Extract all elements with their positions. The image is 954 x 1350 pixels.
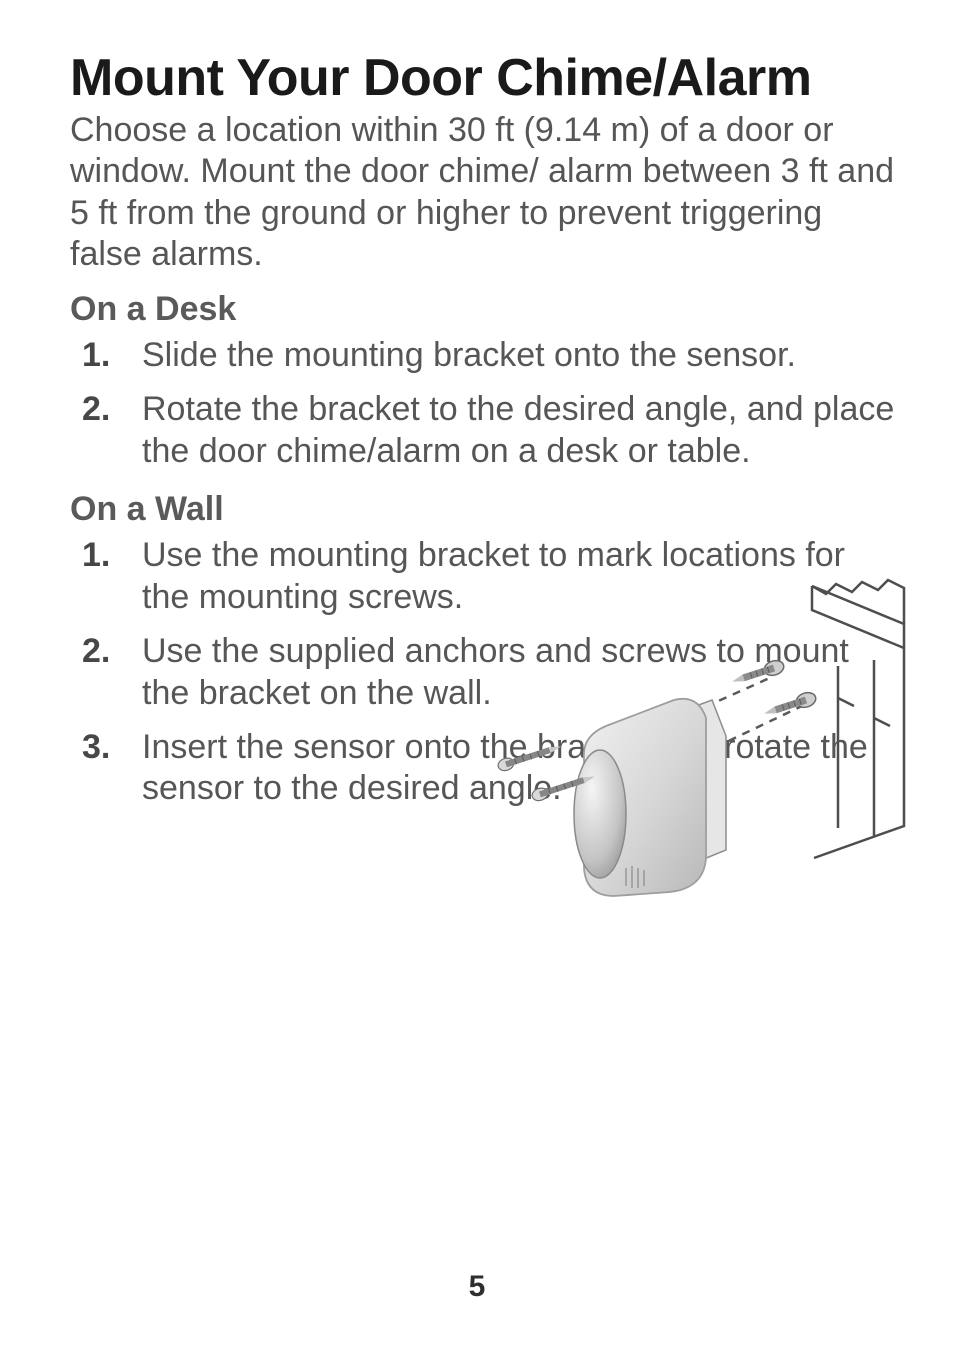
page-title: Mount Your Door Chime/Alarm: [70, 48, 898, 108]
wall-heading: On a Wall: [70, 490, 898, 529]
list-item: 2. Use the supplied anchors and screws t…: [70, 631, 898, 715]
page-number: 5: [0, 1270, 954, 1304]
desk-heading: On a Desk: [70, 290, 898, 329]
step-text: Rotate the bracket to the desired angle,…: [142, 390, 894, 470]
intro-paragraph: Choose a location within 30 ft (9.14 m) …: [70, 110, 898, 276]
step-number: 2.: [82, 631, 110, 673]
step-text: Use the supplied anchors and screws to m…: [142, 632, 849, 712]
manual-page: Mount Your Door Chime/Alarm Choose a loc…: [0, 0, 954, 1350]
list-item: 1. Use the mounting bracket to mark loca…: [70, 535, 898, 619]
step-number: 3.: [82, 727, 110, 769]
step-number: 2.: [82, 389, 110, 431]
step-number: 1.: [82, 335, 110, 377]
wall-section: On a Wall 1. Use the mounting bracket to…: [70, 490, 898, 810]
list-item: 2. Rotate the bracket to the desired ang…: [70, 389, 898, 473]
step-number: 1.: [82, 535, 110, 577]
list-item: 3. Insert the sensor onto the bracket an…: [70, 727, 898, 811]
wall-steps: 1. Use the mounting bracket to mark loca…: [70, 535, 898, 810]
list-item: 1. Slide the mounting bracket onto the s…: [70, 335, 898, 377]
step-text: Use the mounting bracket to mark locatio…: [142, 536, 845, 616]
step-text: Insert the sensor onto the bracket and r…: [142, 728, 868, 808]
step-text: Slide the mounting bracket onto the sens…: [142, 336, 796, 374]
desk-steps: 1. Slide the mounting bracket onto the s…: [70, 335, 898, 472]
